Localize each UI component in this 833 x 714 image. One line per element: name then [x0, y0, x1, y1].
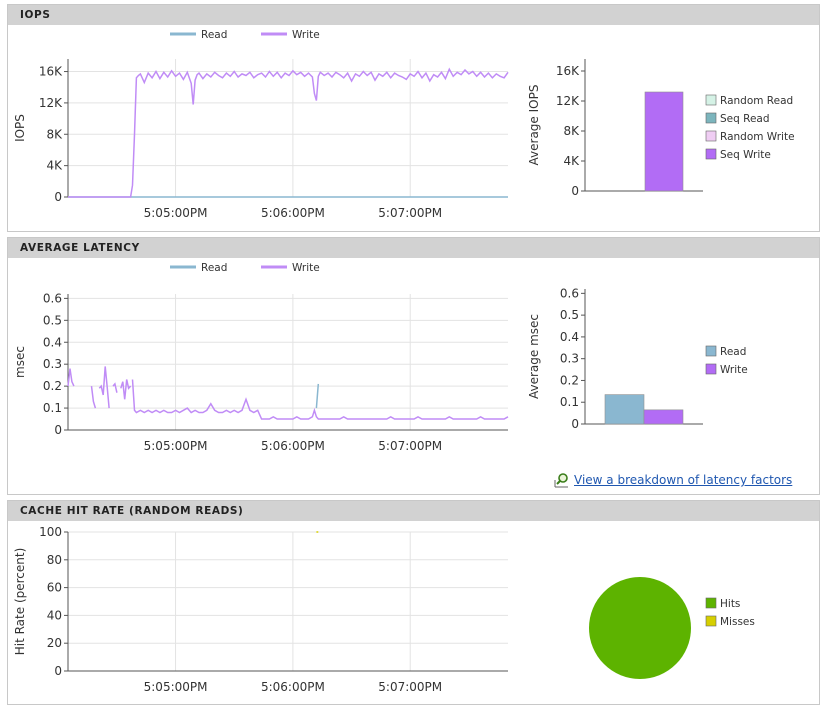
- y-axis-label: Average IOPS: [527, 85, 541, 166]
- y-tick-label: 80: [47, 553, 62, 567]
- x-tick-label: 5:06:00PM: [261, 439, 325, 453]
- legend-swatch-hits: [705, 597, 717, 609]
- legend-label-write: Write: [720, 364, 748, 376]
- latency-panel-title: AVERAGE LATENCY: [8, 238, 819, 258]
- latency-line-chart: 5:05:00PM 5:06:00PM 5:07:00PM 0 0.1 0.2 0.3 0.4…: [13, 262, 509, 453]
- legend-swatch-misses: [705, 615, 717, 627]
- y-tick-label: 0.1: [43, 401, 62, 415]
- x-tick-label: 5:06:00PM: [261, 206, 325, 220]
- y-tick-label: 0.1: [560, 395, 579, 409]
- legend-label-misses: Misses: [720, 616, 755, 628]
- x-tick-label: 5:06:00PM: [261, 680, 325, 694]
- y-tick-label: 0.3: [560, 352, 579, 366]
- cache-panel-title: CACHE HIT RATE (RANDOM READS): [8, 501, 819, 521]
- series-line-write: [67, 368, 75, 387]
- pie-slice-hits: [589, 577, 691, 679]
- y-tick-label: 0.2: [43, 379, 62, 393]
- y-axis-label: Hit Rate (percent): [13, 548, 27, 656]
- legend-swatch-write: [705, 363, 717, 375]
- series-line-write: [90, 386, 97, 409]
- legend-label-random-read: Random Read: [720, 95, 793, 107]
- x-tick-label: 5:05:00PM: [144, 206, 208, 220]
- series-line-write: [68, 67, 509, 198]
- legend-label-random-write: Random Write: [720, 131, 795, 143]
- y-tick-label: 0.5: [560, 308, 579, 322]
- y-tick-label: 0: [571, 184, 579, 198]
- x-tick-label: 5:05:00PM: [144, 439, 208, 453]
- iops-panel: IOPS 5:05:00PM 5:06:00PM 5:07:00PM 0 4K 8K 12K…: [7, 4, 820, 232]
- y-tick-label: 0.6: [560, 286, 579, 300]
- iops-line-chart: 5:05:00PM 5:06:00PM 5:07:00PM 0 4K 8K 12K 16K IO…: [13, 29, 509, 220]
- legend-swatch-random-write: [705, 130, 717, 142]
- y-tick-label: 0.3: [43, 357, 62, 371]
- legend-swatch-read: [705, 345, 717, 357]
- series-line-write: [98, 366, 110, 409]
- bar-seq-write: [644, 91, 684, 192]
- bar-write: [643, 409, 684, 425]
- legend-swatch-random-read: [705, 94, 717, 106]
- y-axis-label: IOPS: [13, 114, 27, 142]
- cache-panel: CACHE HIT RATE (RANDOM READS) 5:05:00PM 5…: [7, 500, 820, 705]
- legend-label-seq-write: Seq Write: [720, 149, 771, 161]
- y-tick-label: 0.6: [43, 291, 62, 305]
- y-tick-label: 16K: [39, 65, 63, 79]
- latency-breakdown-link-label[interactable]: View a breakdown of latency factors: [574, 473, 793, 487]
- bar-read: [604, 394, 645, 425]
- legend-label-seq-read: Seq Read: [720, 113, 770, 125]
- legend-label-write: Write: [292, 262, 320, 274]
- iops-panel-title: IOPS: [8, 5, 819, 25]
- series-line-write: [112, 382, 118, 393]
- series-line-write: [120, 379, 132, 400]
- y-tick-label: 0.4: [560, 330, 579, 344]
- y-tick-label: 0: [571, 417, 579, 431]
- y-tick-label: 8K: [563, 124, 580, 138]
- y-tick-label: 0: [54, 190, 62, 204]
- magnifier-chart-icon: [554, 472, 570, 488]
- y-tick-label: 4K: [563, 154, 580, 168]
- y-tick-label: 0: [54, 423, 62, 437]
- legend-swatch-seq-read: [705, 112, 717, 124]
- cache-line-chart: 5:05:00PM 5:06:00PM 5:07:00PM 0 20 40 60 80 100 H…: [13, 525, 508, 694]
- y-axis-label: msec: [13, 346, 27, 378]
- legend-label-read: Read: [720, 346, 746, 358]
- legend-label-write: Write: [292, 29, 320, 41]
- y-tick-label: 100: [39, 525, 62, 539]
- y-tick-label: 4K: [46, 159, 63, 173]
- y-tick-label: 40: [47, 608, 62, 622]
- latency-breakdown-link[interactable]: View a breakdown of latency factors: [554, 472, 792, 488]
- legend-swatch-seq-write: [705, 148, 717, 160]
- y-axis-label: Average msec: [527, 314, 541, 399]
- y-tick-label: 12K: [556, 94, 580, 108]
- x-tick-label: 5:07:00PM: [378, 439, 442, 453]
- series-line-write: [131, 379, 509, 420]
- x-tick-label: 5:07:00PM: [378, 206, 442, 220]
- cache-pie-chart: Hits Misses: [589, 577, 755, 679]
- y-tick-label: 0.5: [43, 313, 62, 327]
- y-tick-label: 20: [47, 636, 62, 650]
- legend-label-read: Read: [201, 29, 227, 41]
- latency-panel: AVERAGE LATENCY 5:05:00PM 5:06:00PM 5:07:0…: [7, 237, 820, 495]
- series-line-read: [315, 383, 320, 409]
- y-tick-label: 60: [47, 581, 62, 595]
- iops-bar-chart: 0 4K 8K 12K 16K Average IOPS Random Read Seq Re…: [527, 59, 795, 198]
- latency-bar-chart: 0 0.1 0.2 0.3 0.4 0.5 0.6 Average msec Read Write: [527, 286, 748, 431]
- y-tick-label: 0.4: [43, 335, 62, 349]
- y-tick-label: 16K: [556, 64, 580, 78]
- y-tick-label: 0.2: [560, 373, 579, 387]
- x-tick-label: 5:05:00PM: [144, 680, 208, 694]
- x-tick-label: 5:07:00PM: [378, 680, 442, 694]
- legend-label-read: Read: [201, 262, 227, 274]
- y-tick-label: 8K: [46, 127, 63, 141]
- legend-label-hits: Hits: [720, 598, 740, 610]
- y-tick-label: 12K: [39, 96, 63, 110]
- y-tick-label: 0: [54, 664, 62, 678]
